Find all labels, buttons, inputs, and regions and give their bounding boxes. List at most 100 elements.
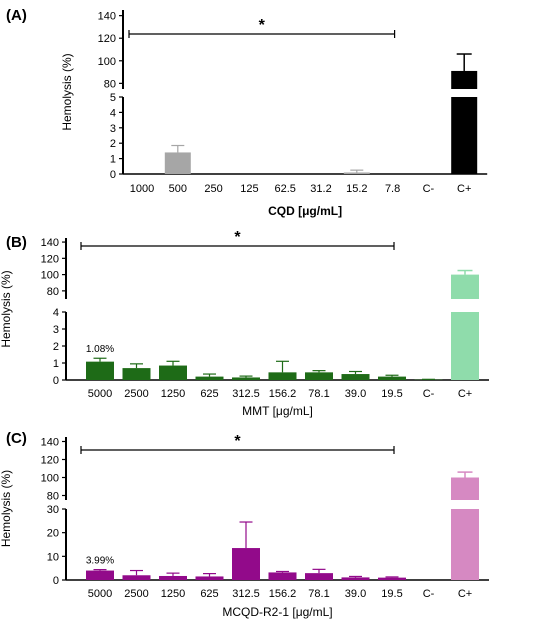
bar: [232, 377, 260, 380]
x-tick-label: 1250: [161, 388, 185, 400]
x-tick-label: C+: [458, 588, 472, 600]
y-tick-label: 3: [110, 123, 116, 135]
y-tick-label: 0: [110, 169, 116, 181]
y-tick-label: 120: [41, 455, 59, 467]
x-tick-label: C-: [423, 588, 435, 600]
y-tick-label: 2: [110, 138, 116, 150]
x-tick-label: 19.5: [381, 588, 402, 600]
bar: [232, 548, 260, 580]
y-tick-label: 100: [98, 56, 116, 68]
x-tick-label: 78.1: [308, 588, 329, 600]
y-tick-label: 2: [53, 341, 59, 353]
x-tick-label: 2500: [124, 588, 148, 600]
panel-label: (A): [6, 7, 27, 24]
bar: [195, 576, 224, 580]
x-axis-label: MMT [μg/mL]: [242, 404, 313, 418]
bar: [268, 372, 297, 380]
x-tick-label: 31.2: [310, 183, 331, 195]
panel-1: (B) 0 1 2 3 4 80 100 120 140 Hemolysis (%) 5000 2500…: [0, 229, 489, 418]
bar: [341, 577, 370, 580]
bar: [86, 570, 114, 580]
x-tick-label: C+: [457, 183, 471, 195]
y-tick-label: 100: [41, 473, 59, 485]
y-tick-label: 100: [41, 270, 59, 282]
bar: [305, 573, 333, 580]
x-tick-label: 5000: [88, 588, 112, 600]
y-tick-label: 80: [47, 286, 59, 298]
bar: [195, 376, 224, 380]
bar: [451, 477, 479, 500]
bar: [451, 509, 479, 580]
significance-star: *: [234, 433, 241, 450]
x-tick-label: 2500: [124, 388, 148, 400]
value-annotation: 3.99%: [86, 556, 114, 567]
x-tick-label: 500: [169, 183, 187, 195]
x-tick-label: 5000: [88, 388, 112, 400]
x-tick-label: 19.5: [381, 388, 402, 400]
x-axis-label: MCQD-R2-1 [μg/mL]: [222, 605, 332, 619]
bar: [159, 365, 187, 380]
x-tick-label: 1000: [130, 183, 154, 195]
y-tick-label: 3: [53, 324, 59, 336]
y-tick-label: 120: [41, 253, 59, 265]
y-tick-label: 4: [110, 107, 116, 119]
y-tick-label: 10: [47, 551, 59, 563]
x-tick-label: 78.1: [308, 388, 329, 400]
x-tick-label: 62.5: [274, 183, 295, 195]
x-tick-label: 312.5: [232, 588, 260, 600]
y-tick-label: 1: [53, 358, 59, 370]
x-tick-label: 156.2: [269, 388, 297, 400]
y-axis-label: Hemolysis (%): [0, 270, 13, 347]
bar: [451, 70, 478, 89]
x-axis-label: CQD [μg/mL]: [268, 204, 342, 218]
bar: [268, 572, 297, 580]
x-tick-label: 625: [200, 388, 218, 400]
x-tick-label: C-: [423, 183, 435, 195]
bar: [122, 575, 151, 580]
bar: [378, 376, 406, 380]
x-tick-label: C-: [423, 388, 435, 400]
x-tick-label: 15.2: [346, 183, 367, 195]
y-tick-label: 80: [47, 491, 59, 503]
x-tick-label: C+: [458, 388, 472, 400]
x-tick-label: 156.2: [269, 588, 297, 600]
bar: [451, 97, 478, 174]
y-tick-label: 140: [98, 11, 116, 23]
x-tick-label: 125: [240, 183, 258, 195]
y-tick-label: 140: [41, 237, 59, 249]
y-tick-label: 140: [41, 437, 59, 449]
value-annotation: 1.08%: [86, 344, 114, 355]
x-tick-label: 7.8: [385, 183, 400, 195]
y-tick-label: 5: [110, 92, 116, 104]
panel-0: (A) 0 1 2 3 4 5 80 100 120 140 Hemolysis (%) 1000 500…: [6, 7, 488, 218]
x-tick-label: 250: [204, 183, 222, 195]
bar: [164, 152, 191, 174]
y-tick-label: 20: [47, 528, 59, 540]
bar: [122, 368, 151, 380]
y-tick-label: 80: [104, 78, 116, 90]
y-tick-label: 1: [110, 154, 116, 166]
y-tick-label: 0: [53, 575, 59, 587]
x-tick-label: 312.5: [232, 388, 260, 400]
y-axis-label: Hemolysis (%): [0, 470, 13, 547]
x-tick-label: 625: [200, 588, 218, 600]
bar: [305, 372, 333, 380]
y-tick-label: 0: [53, 375, 59, 387]
panel-label: (C): [6, 430, 27, 447]
bar: [341, 374, 370, 380]
x-tick-label: 39.0: [345, 588, 366, 600]
bar: [159, 575, 187, 580]
bar: [451, 312, 479, 380]
x-tick-label: 1250: [161, 588, 185, 600]
bar: [378, 577, 406, 580]
panel-label: (B): [6, 234, 27, 251]
significance-star: *: [259, 17, 266, 34]
y-tick-label: 120: [98, 33, 116, 45]
y-axis-label: Hemolysis (%): [60, 53, 74, 130]
bar: [451, 274, 479, 299]
bar: [343, 172, 370, 174]
y-tick-label: 4: [53, 307, 59, 319]
significance-star: *: [234, 229, 241, 246]
